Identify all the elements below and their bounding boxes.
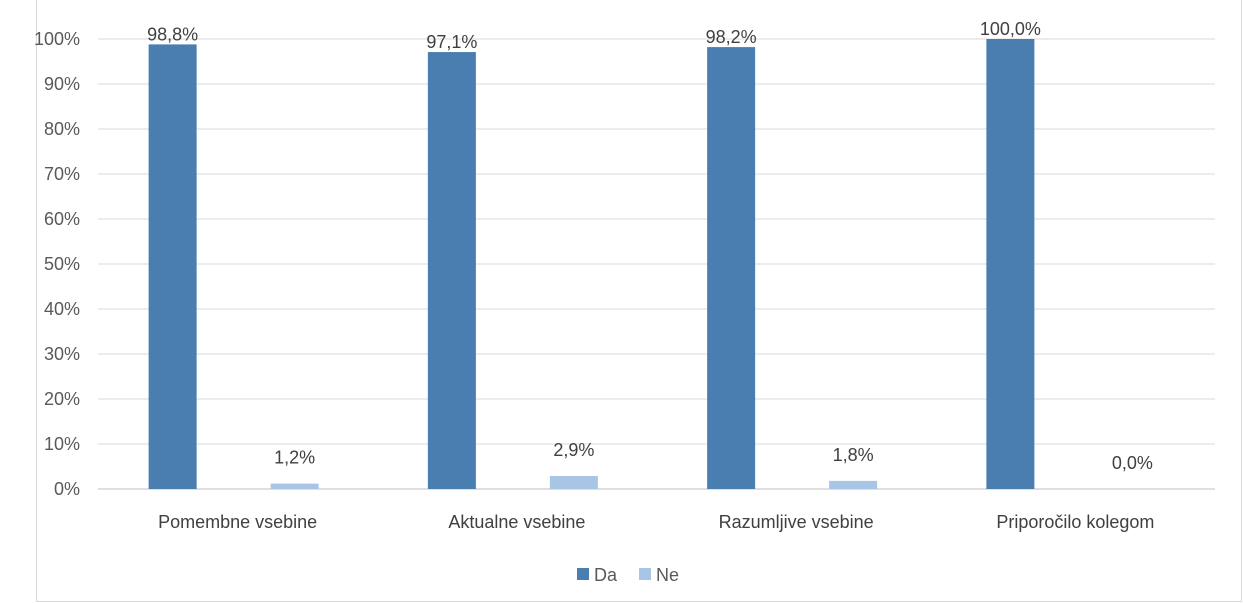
y-tick-label: 80% [44,119,80,139]
bar-ne [270,483,319,489]
legend: Da Ne [577,565,679,585]
category-label: Pomembne vsebine [158,512,317,532]
category-labels: Pomembne vsebine Aktualne vsebine Razumlji… [158,512,1154,532]
bar-da [986,39,1035,489]
y-tick-label: 10% [44,434,80,454]
bar-ne [549,475,598,489]
data-label: 98,8% [147,24,198,44]
bar-da [707,47,756,489]
y-tick-label: 20% [44,389,80,409]
legend-label: Da [594,565,618,585]
category-label: Priporočilo kolegom [996,512,1154,532]
bar-da [427,52,476,490]
y-tick-label: 70% [44,164,80,184]
data-label: 1,8% [833,445,874,465]
gridlines [98,38,1215,490]
data-label: 1,2% [274,448,315,468]
data-labels: 98,8% 1,2% 97,1% 2,9% 98,2% 1,8% 100,0% 0,0% [147,19,1153,473]
category-label: Aktualne vsebine [448,512,585,532]
y-tick-label: 60% [44,209,80,229]
y-tick-label: 30% [44,344,80,364]
bar-ne [829,480,878,489]
chart-frame [36,0,1242,602]
y-tick-label: 90% [44,74,80,94]
data-label: 100,0% [980,19,1041,39]
y-tick-label: 100% [34,29,80,49]
y-tick-label: 0% [54,479,80,499]
bar-da [148,44,197,490]
data-label: 0,0% [1112,453,1153,473]
y-tick-label: 40% [44,299,80,319]
y-axis-ticks: 0% 10% 20% 30% 40% 50% 60% 70% 80% 90% 100% [34,29,80,499]
data-label: 98,2% [706,27,757,47]
y-tick-label: 50% [44,254,80,274]
legend-swatch-ne [639,568,651,580]
data-label: 2,9% [553,440,594,460]
data-label: 97,1% [426,32,477,52]
legend-swatch-da [577,568,589,580]
bars [148,39,1035,490]
category-label: Razumljive vsebine [719,512,874,532]
legend-label: Ne [656,565,679,585]
